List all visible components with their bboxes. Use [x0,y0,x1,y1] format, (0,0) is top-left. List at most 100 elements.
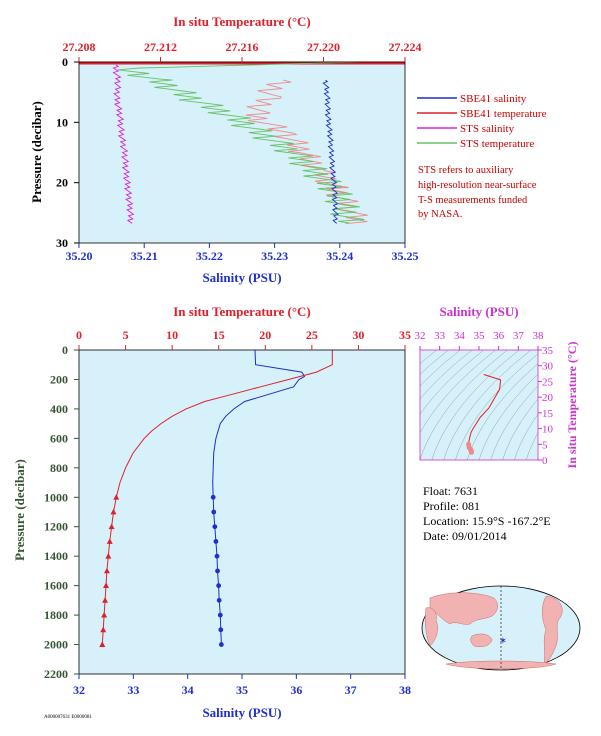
isopycnal-line [490,385,538,460]
world-map-inset: ✶ [421,585,581,671]
full-profile-plot-area [79,350,405,674]
ts-top-tick-label: 34 [454,330,466,342]
ts-right-tick-label: 30 [542,361,554,373]
full-profile-left-tick-label: 1200 [44,520,68,534]
temperature-marker [108,523,115,530]
ts-diagram-right-axis-title: In situ Temperature (°C) [565,342,579,469]
full-profile-left-tick-label: 200 [50,372,68,386]
full-profile-bottom-tick-label: 36 [290,683,302,697]
ts-right-tick-label: 35 [542,345,554,357]
full-profile-top-tick-label: 20 [259,328,271,342]
salinity-marker [218,627,224,633]
full-profile-bottom-tick-label: 32 [73,683,85,697]
near-surface-bottom-tick-label: 35.22 [196,249,223,263]
location: Location: 15.9°S -167.2°E [423,514,551,528]
near-surface-bottom-tick-label: 35.23 [261,249,288,263]
isopycnal-line [420,350,449,375]
ts-deep-point [468,449,475,455]
full-profile-left-tick-label: 0 [62,343,68,357]
full-profile-bottom-tick-label: 34 [182,683,194,697]
near-surface-top-axis-title: In situ Temperature (°C) [173,14,311,29]
isopycnal-line [420,350,473,400]
ts-diagram-axes: 32 33 34 35 36 37 38 0 5 10 15 20 25 30 35 [415,330,554,467]
near-surface-y-axis-title: Pressure (decibar) [29,101,44,203]
continent-americas [542,595,563,665]
near-surface-panel: 27.208 27.212 27.216 27.220 27.224 35.20 35.21… [29,14,422,285]
full-profile-y-axis-title: Pressure (decibar) [12,459,27,561]
sts-temperature-line [117,61,365,224]
isopycnal-line [455,353,538,460]
temperature-marker [113,494,120,500]
full-profile-left-tick-label: 800 [50,461,68,475]
float-id: Float: 7631 [423,484,478,498]
isopycnal-line [420,350,508,460]
ts-diagram-panel: 32 33 34 35 36 37 38 0 5 10 15 20 25 30 35 Salinity (P… [415,304,580,469]
near-surface-bottom-tick-label: 35.21 [131,249,158,263]
ts-top-tick-label: 38 [533,330,545,342]
sbe41-salinity-near-surface-line [322,79,339,224]
ts-top-tick-label: 37 [513,330,525,342]
salinity-marker [212,524,218,530]
near-surface-left-tick-label: 0 [62,55,68,69]
full-profile-series [99,349,333,647]
salinity-marker [210,494,216,500]
ts-top-tick-label: 35 [474,330,486,342]
footer-code: A000007631 E0000081 [44,715,92,720]
near-surface-left-tick-label: 30 [56,236,68,250]
salinity-marker [214,553,220,559]
temperature-marker [110,508,117,515]
full-profile-bottom-tick-label: 38 [399,683,411,697]
full-profile-left-tick-label: 600 [50,431,68,445]
ts-right-tick-label: 15 [542,408,554,420]
map-continents [425,592,563,670]
near-surface-bottom-tick-label: 35.20 [66,249,93,263]
ts-diagram-top-axis-title: Salinity (PSU) [439,304,518,319]
full-profile-left-tick-label: 1800 [44,608,68,622]
float-position-marker: ✶ [499,636,507,647]
isopycnal-line [443,350,532,460]
full-profile-top-tick-label: 25 [306,328,318,342]
isopycnal-line [467,363,538,460]
ts-right-tick-label: 20 [542,392,554,404]
near-surface-top-tick-label: 27.220 [307,40,340,54]
note-line-1: STS refers to auxiliary [418,165,514,176]
isopycnal-line [514,413,538,460]
full-profile-left-tick-label: 2200 [44,667,68,681]
near-surface-axes: 27.208 27.212 27.216 27.220 27.224 35.20 35.21… [56,40,422,263]
ts-diagram-plot-area [420,350,538,460]
ts-right-tick-label: 10 [542,424,554,436]
near-surface-series [79,61,405,225]
isopycnal-line [420,350,496,434]
legend-label: SBE41 salinity [460,93,527,105]
legend: SBE41 salinity SBE41 temperature STS salin… [417,93,547,150]
ts-top-tick-label: 36 [493,330,505,342]
full-profile-top-axis-title: In situ Temperature (°C) [173,304,311,319]
salinity-marker [215,568,220,574]
sts-salinity-line [112,64,135,224]
ts-right-tick-label: 5 [542,439,548,451]
continent-asia [429,592,498,625]
float-info: Float: 7631 Profile: 081 Location: 15.9°… [423,484,551,543]
salinity-marker [211,509,217,515]
salinity-marker [216,597,222,603]
legend-label: STS temperature [460,138,534,150]
legend-label: SBE41 temperature [460,108,547,120]
salinity-marker [213,539,219,544]
full-profile-top-tick-label: 15 [213,328,225,342]
full-profile-bottom-tick-label: 33 [127,683,139,697]
ts-top-tick-label: 32 [415,330,426,342]
salinity-marker [217,612,223,618]
full-profile-bottom-tick-label: 35 [236,683,248,697]
near-surface-top-tick-label: 27.224 [389,40,422,54]
ts-right-tick-label: 25 [542,376,554,388]
continent-africa-europe [425,607,438,647]
salinity-marker [218,642,224,647]
temperature-marker [102,597,109,603]
full-profile-left-tick-label: 1600 [44,579,68,593]
near-surface-top-tick-label: 27.208 [63,40,96,54]
temperature-marker [103,582,110,589]
full-profile-left-tick-label: 400 [50,402,68,416]
full-profile-axes: 0 5 10 15 20 25 30 35 32 33 34 35 36 37 38 0 200 400 600 80… [44,328,411,697]
ts-top-tick-label: 33 [434,330,446,342]
